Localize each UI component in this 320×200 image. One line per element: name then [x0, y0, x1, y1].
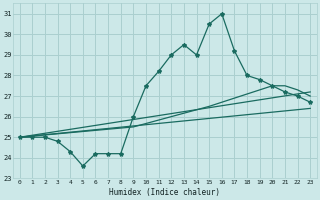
X-axis label: Humidex (Indice chaleur): Humidex (Indice chaleur)	[109, 188, 220, 197]
